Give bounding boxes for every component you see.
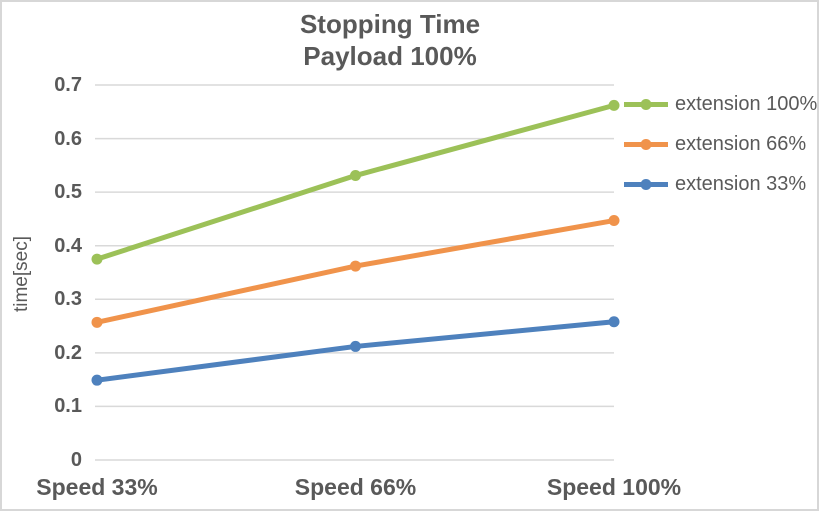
chart-title: Stopping Time Payload 100%: [300, 8, 480, 72]
y-tick-label: 0.6: [54, 127, 82, 150]
legend-marker-icon: [640, 138, 652, 150]
y-tick-label: 0.2: [54, 341, 82, 364]
y-tick-label: 0.1: [54, 395, 82, 418]
x-tick-label: Speed 66%: [294, 474, 417, 500]
legend-marker-icon: [640, 178, 652, 190]
legend-label: extension 33%: [675, 172, 807, 195]
legend-line-marker-icon: [624, 138, 668, 150]
data-point-marker: [91, 374, 103, 386]
data-point-marker: [608, 99, 620, 111]
chart-title-line1: Stopping Time: [299, 9, 481, 39]
y-tick-label: 0.4: [54, 234, 82, 257]
legend-marker-icon: [640, 98, 652, 110]
legend: extension 100% extension 66% extension 33%: [622, 84, 817, 204]
data-point-marker: [350, 340, 361, 352]
data-point-marker: [350, 170, 361, 182]
data-point-marker: [608, 215, 620, 227]
y-tick-label: 0.3: [54, 288, 82, 311]
legend-line-marker-icon: [624, 98, 668, 110]
x-tick-label: Speed 33%: [36, 474, 158, 500]
data-point-marker: [91, 316, 103, 328]
y-tick-label: 0: [70, 449, 82, 471]
legend-line-marker-icon: [624, 178, 668, 190]
data-point-marker: [350, 260, 361, 272]
x-tick-label: Speed 100%: [546, 474, 682, 500]
legend-item: extension 100%: [622, 84, 817, 124]
y-tick-label: 0.5: [54, 181, 82, 204]
data-point-marker: [608, 316, 620, 328]
y-tick-label: 0.7: [54, 74, 82, 96]
data-point-marker: [91, 253, 103, 265]
legend-item: extension 66%: [622, 124, 817, 164]
legend-label: extension 66%: [675, 132, 807, 155]
legend-label: extension 100%: [675, 92, 818, 115]
chart-title-line2: Payload 100%: [303, 41, 477, 71]
legend-item: extension 33%: [622, 164, 817, 204]
